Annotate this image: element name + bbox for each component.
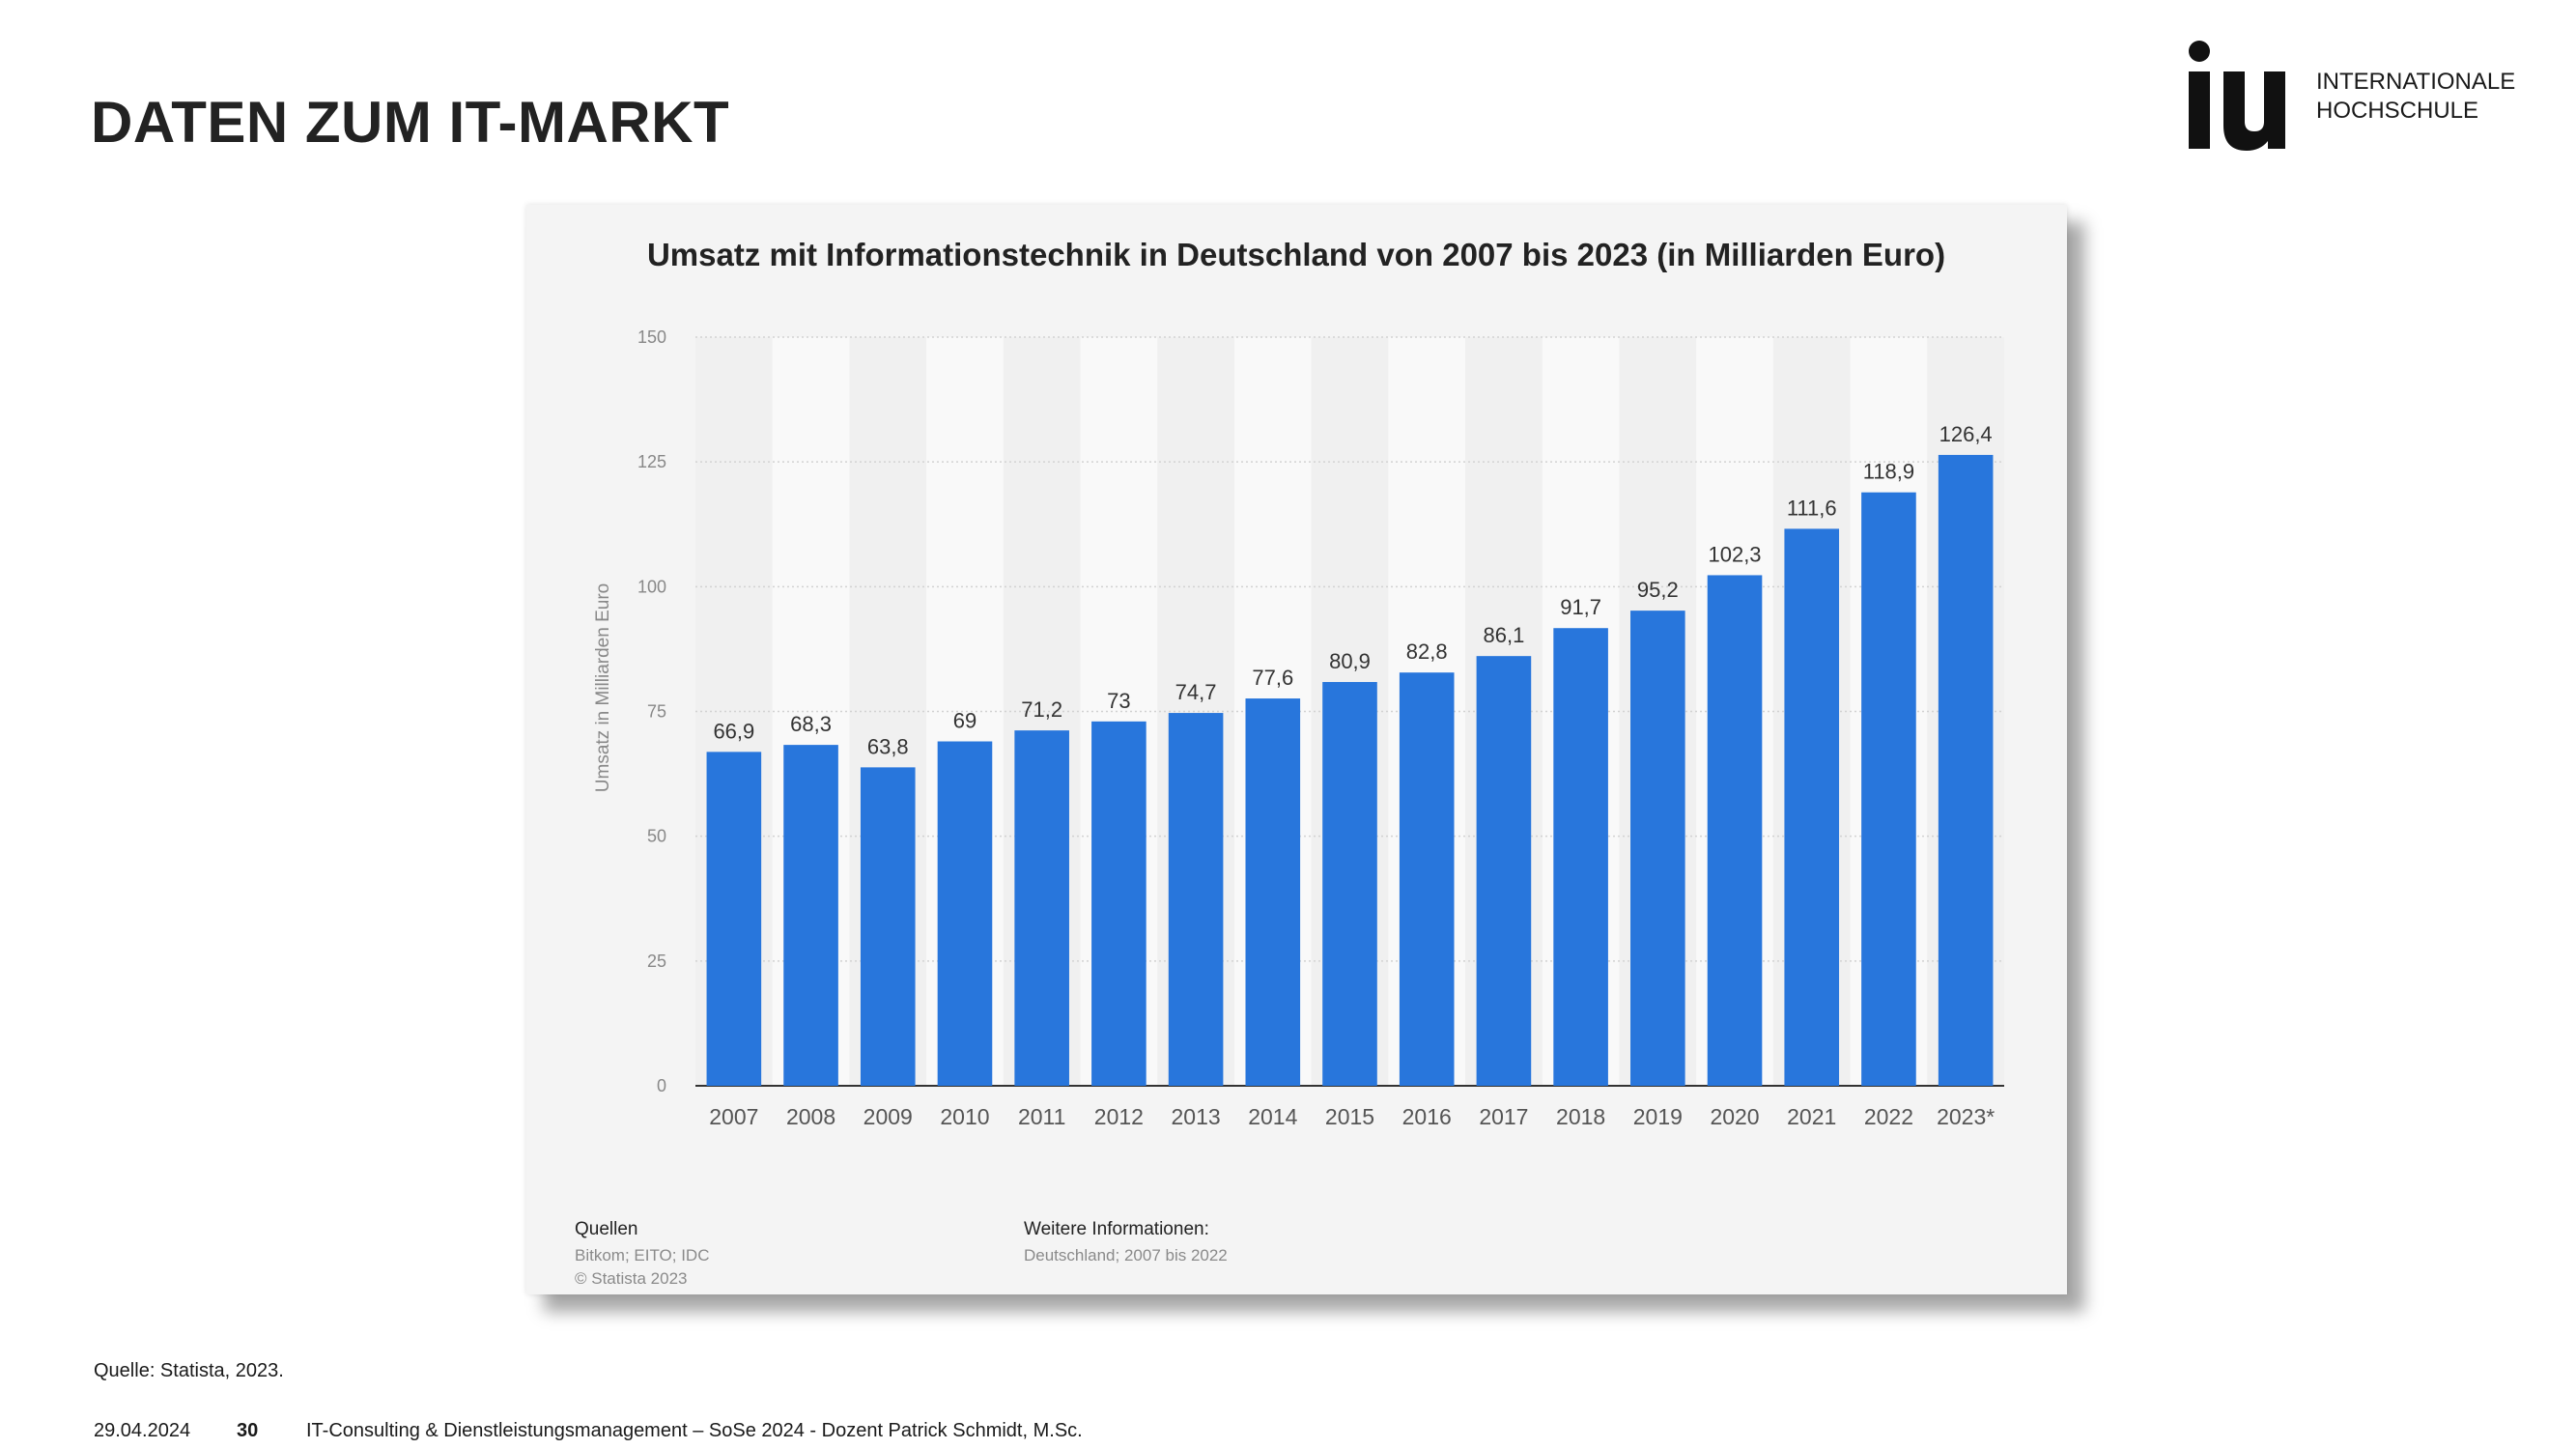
bar-2009	[860, 767, 916, 1086]
iu-logo-mark	[2189, 41, 2285, 151]
data-label: 95,2	[1637, 578, 1679, 602]
x-tick-label: 2015	[1325, 1104, 1374, 1129]
sources-line: Bitkom; EITO; IDC	[575, 1246, 710, 1264]
data-label: 69	[953, 709, 977, 733]
data-label: 73	[1107, 689, 1130, 713]
iu-logo: INTERNATIONALE HOCHSCHULE	[2181, 39, 2515, 155]
slide-title: DATEN ZUM IT-MARKT	[91, 90, 730, 155]
data-label: 74,7	[1175, 680, 1217, 704]
data-label: 71,2	[1021, 697, 1062, 722]
more-info-heading: Weitere Informationen:	[1024, 1219, 1209, 1239]
footer: 29.04.2024 30 IT-Consulting & Dienstleis…	[94, 1416, 1083, 1445]
bar-2020	[1707, 575, 1763, 1086]
logo-text: INTERNATIONALE HOCHSCHULE	[2316, 68, 2515, 126]
x-tick-label: 2019	[1633, 1104, 1683, 1129]
bar-2022	[1861, 492, 1916, 1086]
x-tick-label: 2020	[1710, 1104, 1759, 1129]
more-info-block: Weitere Informationen: Deutschland; 2007…	[1024, 1219, 1228, 1267]
x-tick-label: 2023*	[1937, 1104, 1995, 1129]
bar-2021	[1784, 528, 1840, 1086]
bar-chart: Umsatz mit Informationstechnik in Deutsc…	[593, 237, 2004, 1129]
data-label: 80,9	[1329, 649, 1371, 673]
footer-date: 29.04.2024	[94, 1419, 191, 1441]
sources-block: Quellen Bitkom; EITO; IDC © Statista 202…	[575, 1219, 710, 1291]
x-tick-label: 2017	[1479, 1104, 1528, 1129]
x-tick-label: 2010	[940, 1104, 989, 1129]
page-number: 30	[237, 1419, 259, 1441]
x-tick-label: 2013	[1172, 1104, 1221, 1129]
bar-2016	[1399, 672, 1455, 1086]
data-label: 68,3	[790, 712, 832, 736]
x-tick-label: 2014	[1248, 1104, 1297, 1129]
chart-title: Umsatz mit Informationstechnik in Deutsc…	[647, 237, 1945, 272]
bar-2014	[1245, 698, 1301, 1086]
x-tick-label: 2021	[1787, 1104, 1836, 1129]
data-label: 66,9	[713, 719, 754, 743]
x-tick-label: 2011	[1018, 1104, 1065, 1129]
bar-2023	[1938, 454, 1994, 1086]
bar-2007	[706, 752, 762, 1086]
data-label: 77,6	[1252, 666, 1293, 690]
bar-2013	[1168, 713, 1224, 1086]
x-tick-label: 2012	[1094, 1104, 1144, 1129]
x-tick-label: 2016	[1402, 1104, 1452, 1129]
bar-2017	[1476, 656, 1532, 1086]
y-tick-label: 25	[647, 952, 666, 971]
data-label: 91,7	[1560, 595, 1601, 619]
bar-2015	[1322, 682, 1377, 1086]
x-tick-label: 2008	[786, 1104, 835, 1129]
data-label: 82,8	[1406, 639, 1448, 664]
data-label: 111,6	[1787, 496, 1837, 520]
data-label: 63,8	[867, 734, 909, 758]
x-tick-label: 2022	[1864, 1104, 1913, 1129]
x-tick-label: 2009	[863, 1104, 913, 1129]
data-label: 118,9	[1863, 460, 1914, 484]
y-tick-label: 75	[647, 702, 666, 722]
bar-2011	[1014, 730, 1069, 1086]
logo-text-line1: INTERNATIONALE	[2316, 69, 2516, 95]
bar-2018	[1553, 628, 1608, 1086]
bar-2010	[937, 741, 993, 1086]
bar-2008	[783, 745, 838, 1086]
logo-text-line2: HOCHSCHULE	[2316, 98, 2479, 124]
sources-heading: Quellen	[575, 1219, 638, 1239]
bar-2019	[1630, 611, 1685, 1086]
y-tick-label: 100	[637, 577, 666, 596]
footer-course: IT-Consulting & Dienstleistungsmanagemen…	[306, 1419, 1083, 1441]
y-axis-label: Umsatz in Milliarden Euro	[593, 583, 613, 792]
chart-card: Umsatz mit Informationstechnik in Deutsc…	[526, 205, 2067, 1294]
data-label: 102,3	[1708, 542, 1761, 566]
x-tick-label: 2007	[709, 1104, 758, 1129]
x-tick-label: 2018	[1556, 1104, 1605, 1129]
y-tick-label: 50	[647, 827, 666, 846]
y-tick-label: 150	[637, 327, 666, 347]
data-label: 86,1	[1483, 623, 1524, 647]
more-info-line: Deutschland; 2007 bis 2022	[1024, 1246, 1228, 1264]
data-label: 126,4	[1939, 422, 1993, 446]
copyright-line: © Statista 2023	[575, 1269, 688, 1288]
y-tick-label: 0	[657, 1076, 666, 1095]
bar-2012	[1091, 721, 1146, 1086]
y-tick-label: 125	[637, 452, 666, 471]
source-note: Quelle: Statista, 2023.	[94, 1360, 284, 1381]
